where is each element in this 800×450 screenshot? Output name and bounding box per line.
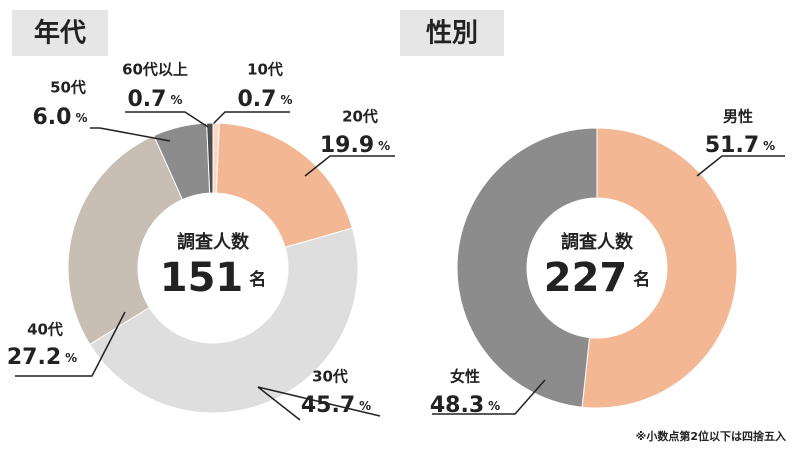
category-label: 男性 [723, 108, 753, 126]
total-unit: 名 [249, 269, 266, 290]
value-number: 0.7 [237, 87, 276, 112]
footnote: ※小数点第2位以下は四捨五入 [636, 429, 786, 443]
value-unit: % [65, 351, 77, 365]
value-number: 45.7 [301, 393, 355, 418]
category-label: 女性 [450, 368, 480, 386]
value-label: 0.7% [237, 87, 292, 112]
category-label: 10代 [247, 61, 283, 79]
slice [67, 134, 184, 346]
category-label: 60代以上 [122, 61, 188, 79]
value-number: 19.9 [320, 133, 374, 158]
value-label: 51.7% [705, 133, 775, 158]
slice [581, 127, 738, 409]
chart-title: 性別 [426, 19, 478, 49]
slice [89, 227, 359, 414]
value-unit: % [488, 399, 500, 413]
value-number: 0.7 [127, 87, 166, 112]
value-unit: % [378, 139, 390, 153]
leader-line [432, 379, 546, 415]
category-label: 20代 [342, 108, 378, 126]
leader-line [90, 127, 171, 142]
chart-title: 年代 [34, 18, 86, 49]
value-label: 19.9% [320, 133, 390, 158]
category-label: 30代 [312, 368, 348, 386]
category-label: 50代 [50, 79, 86, 97]
value-label: 6.0% [32, 105, 87, 130]
value-unit: % [359, 399, 371, 413]
slice [206, 122, 214, 194]
total-unit: 名 [633, 269, 650, 290]
value-label: 45.7% [301, 393, 371, 418]
value-unit: % [75, 111, 87, 125]
title-box [12, 10, 108, 56]
title-box [400, 10, 504, 56]
slice [456, 127, 598, 408]
value-unit: % [170, 93, 182, 107]
value-number: 6.0 [32, 105, 71, 130]
leader-line [304, 155, 395, 177]
leader-line [15, 311, 126, 377]
center-label: 調査人数 [177, 231, 250, 253]
center-total: 151 名 [160, 255, 267, 301]
value-unit: % [763, 139, 775, 153]
value-unit: % [280, 93, 292, 107]
value-label: 0.7% [127, 87, 182, 112]
leader-line [257, 386, 381, 421]
value-number: 48.3 [430, 393, 484, 418]
leader-line [125, 111, 209, 128]
total-number: 151 [160, 255, 244, 301]
value-number: 27.2 [7, 345, 61, 370]
center-label: 調査人数 [561, 231, 634, 253]
total-number: 227 [544, 255, 628, 301]
leader-line [696, 155, 785, 177]
value-label: 48.3% [430, 393, 500, 418]
category-label: 40代 [27, 321, 63, 339]
slice [215, 122, 354, 248]
leader-line [212, 111, 290, 125]
value-label: 27.2% [7, 345, 77, 370]
center-total: 227 名 [544, 255, 651, 301]
value-number: 51.7 [705, 133, 759, 158]
